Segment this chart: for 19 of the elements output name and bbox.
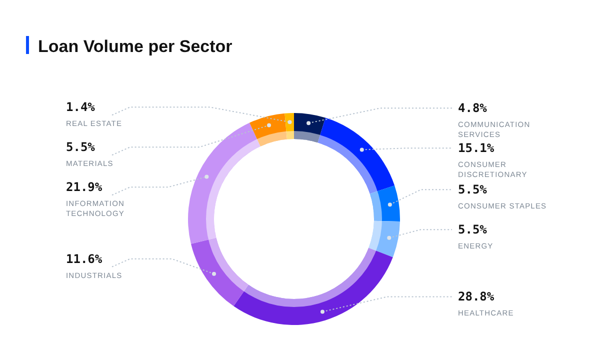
donut-slice bbox=[188, 122, 260, 244]
data-label: 28.8% bbox=[458, 290, 495, 304]
data-label: 21.9% bbox=[66, 180, 103, 194]
donut-slice bbox=[250, 113, 287, 146]
chart-title: Loan Volume per Sector bbox=[38, 37, 233, 56]
donut-slice bbox=[368, 220, 400, 258]
data-label: 4.8% bbox=[458, 101, 488, 116]
data-label: 1.4% bbox=[66, 100, 96, 114]
donut-slice bbox=[294, 113, 326, 143]
donut-slice bbox=[370, 185, 400, 222]
data-label: 5.5% bbox=[458, 182, 488, 197]
donut-slice bbox=[284, 113, 294, 140]
donut-slice bbox=[190, 238, 248, 306]
donut-slice bbox=[234, 248, 393, 325]
data-label: 15.1% bbox=[458, 141, 495, 156]
data-label: 5.5% bbox=[66, 140, 96, 154]
data-label: 11.6% bbox=[66, 252, 103, 266]
donut-slice bbox=[318, 118, 395, 194]
data-label: 5.5% bbox=[458, 222, 488, 237]
